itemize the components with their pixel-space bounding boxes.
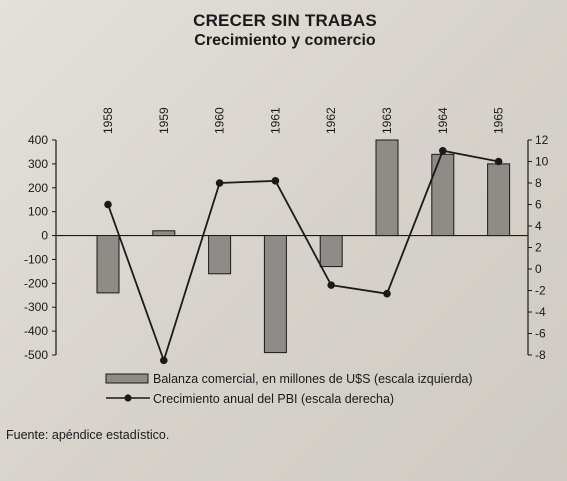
right-tick-label: -8 [535,348,546,362]
right-tick-label: -6 [535,327,546,341]
point-1964 [439,146,447,155]
pbi-line-path [107,149,499,362]
legend-line-label: Crecimiento anual del PBI (escala derech… [153,392,394,406]
legend-bar-label: Balanza comercial, en millones de U$S (e… [153,372,473,386]
year-label-1961: 1961 [268,107,282,134]
right-tick-label: 4 [535,219,542,233]
bar-1959 [152,230,176,237]
legend: Balanza comercial, en millones de U$S (e… [105,372,473,406]
year-label-1959: 1959 [157,107,171,134]
bars [96,139,511,354]
bar-1963 [375,139,399,237]
left-tick-label: 100 [28,205,48,219]
point-1959 [160,356,168,365]
right-axis: 12 10 8 6 4 2 0 -2 -4 -6 -8 [527,133,549,362]
right-tick-label: 8 [535,176,542,190]
right-tick-label: 6 [535,198,542,212]
chart-title: CRECER SIN TRABAS [193,11,377,30]
left-tick-label: -200 [24,276,48,290]
year-label-1960: 1960 [213,107,227,134]
left-tick-label: 400 [28,133,48,147]
year-label-1962: 1962 [324,107,338,134]
point-1958 [104,200,112,209]
right-tick-label: 10 [535,155,549,169]
year-labels: 1958 1959 1960 1961 1962 1963 1964 1965 [101,107,506,134]
left-tick-label: -300 [24,300,48,314]
bar-1961 [263,235,287,354]
point-1960 [215,179,224,187]
year-label-1963: 1963 [380,107,394,134]
right-tick-label: 12 [535,133,549,147]
legend-line-marker [124,394,132,402]
left-tick-label: -100 [24,252,48,266]
left-tick-label: 0 [41,229,48,243]
left-tick-label: 300 [28,157,48,171]
year-label-1958: 1958 [101,107,115,134]
right-tick-label: -4 [535,305,546,319]
year-label-1964: 1964 [436,107,450,134]
bar-1958 [96,235,120,294]
right-tick-label: 2 [535,241,542,255]
right-tick-label: -2 [535,284,546,298]
bar-1965 [487,163,511,237]
legend-bar-swatch [105,373,149,384]
point-1965 [494,157,503,166]
chart-subtitle: Crecimiento y comercio [194,32,376,49]
source-note: Fuente: apéndice estadístico. [6,428,170,442]
year-label-1965: 1965 [492,107,506,134]
pbi-line [104,146,503,365]
right-tick-label: 0 [535,262,542,276]
point-1961 [271,177,280,185]
left-tick-label: -500 [24,348,48,362]
left-axis: 400 300 200 100 0 -100 -200 -300 -400 -500 [24,133,57,362]
bar-1962 [319,235,343,268]
bar-1960 [208,235,232,275]
left-tick-label: -400 [24,324,48,338]
point-1963 [383,289,391,298]
left-tick-label: 200 [28,181,48,195]
bar-1964 [431,153,455,237]
point-1962 [327,281,336,289]
